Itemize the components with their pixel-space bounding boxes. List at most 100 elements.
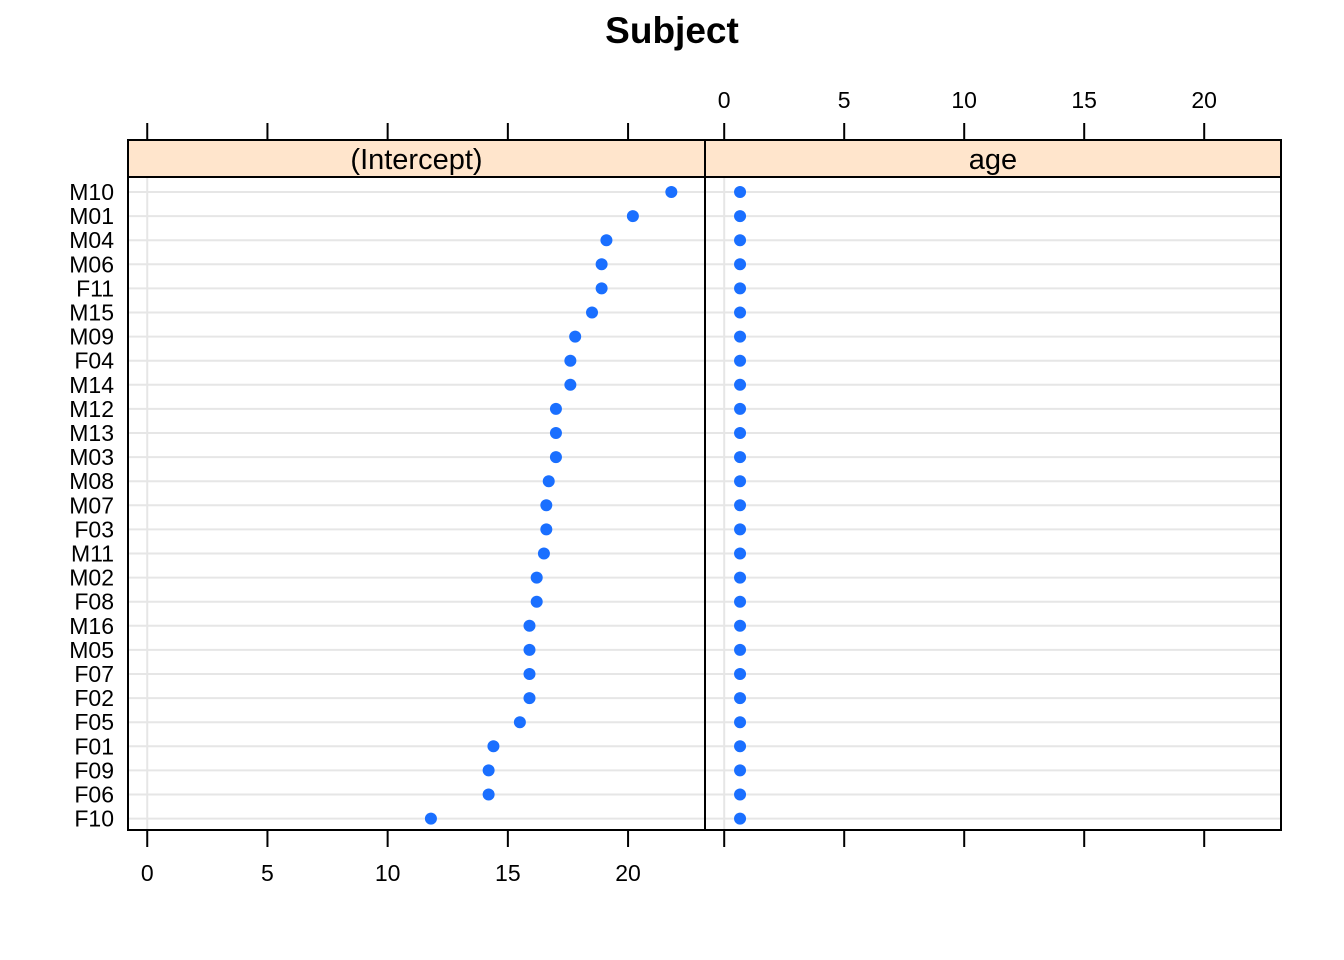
data-point-0: [564, 378, 577, 391]
data-point-1: [734, 788, 747, 801]
data-point-0: [600, 234, 613, 247]
data-point-0: [487, 740, 500, 753]
y-tick-label: M02: [69, 565, 114, 591]
data-point-1: [734, 427, 747, 439]
y-tick-label: F11: [76, 275, 114, 301]
data-point-0: [586, 306, 599, 319]
y-tick-label: F03: [74, 516, 114, 542]
y-tick-label: M07: [69, 492, 114, 518]
data-point-1: [734, 547, 747, 560]
data-point-0: [540, 499, 553, 512]
data-point-1: [734, 668, 747, 680]
y-tick-label: F02: [74, 685, 114, 711]
data-point-1: [734, 595, 747, 608]
x-tick-label: 15: [1071, 87, 1097, 113]
x-tick-label: 15: [495, 860, 521, 886]
data-point-1: [734, 716, 747, 729]
y-tick-label: F09: [74, 757, 114, 783]
data-point-0: [523, 692, 536, 705]
data-point-1: [734, 499, 747, 512]
y-tick-label: M15: [69, 300, 114, 326]
y-tick-label: F01: [74, 733, 114, 759]
data-point-1: [734, 402, 747, 415]
y-tick-label: M06: [69, 251, 114, 277]
chart-title: Subject: [605, 10, 739, 51]
y-tick-label: F08: [74, 589, 114, 615]
x-tick-label: 10: [375, 860, 401, 886]
data-point-0: [595, 258, 608, 271]
data-point-1: [734, 234, 747, 247]
data-point-0: [542, 475, 555, 488]
x-tick-label: 0: [141, 860, 154, 886]
data-point-1: [734, 282, 747, 295]
x-tick-label: 5: [261, 860, 274, 886]
x-tick-label: 20: [615, 860, 641, 886]
data-point-1: [734, 643, 747, 656]
y-tick-label: M04: [69, 227, 114, 253]
data-point-0: [665, 186, 678, 198]
x-tick-label: 0: [718, 87, 731, 113]
y-tick-label: M08: [69, 468, 114, 494]
y-tick-label: M01: [69, 203, 114, 229]
data-point-0: [530, 571, 543, 584]
data-point-0: [530, 595, 543, 608]
y-tick-label: F04: [74, 348, 114, 374]
data-point-1: [734, 378, 747, 391]
data-point-0: [523, 668, 536, 680]
data-point-1: [734, 740, 747, 753]
data-point-0: [569, 330, 582, 343]
y-tick-label: M09: [69, 324, 114, 350]
data-point-1: [734, 330, 747, 343]
data-point-0: [595, 282, 608, 295]
panel-frame-0: [127, 139, 706, 831]
data-point-0: [523, 619, 536, 632]
y-tick-label: M10: [69, 179, 114, 205]
y-tick-label: F10: [74, 806, 114, 832]
data-point-1: [734, 619, 747, 632]
data-point-1: [734, 306, 747, 319]
y-tick-label: M16: [69, 613, 114, 639]
data-point-0: [549, 451, 562, 464]
y-tick-label: M13: [69, 420, 114, 446]
y-tick-label: F05: [74, 709, 114, 735]
data-point-1: [734, 258, 747, 271]
y-tick-label: F06: [74, 782, 114, 808]
data-point-1: [734, 571, 747, 584]
y-tick-label: M14: [69, 372, 114, 398]
data-point-0: [564, 354, 577, 367]
data-point-1: [734, 812, 747, 825]
data-point-1: [734, 523, 747, 536]
data-point-1: [734, 475, 747, 488]
data-point-0: [424, 812, 437, 825]
y-tick-label: M05: [69, 637, 114, 663]
data-point-1: [734, 186, 747, 198]
data-point-0: [482, 764, 495, 777]
strip-label-1: age: [969, 144, 1017, 176]
strip-0: [128, 140, 705, 177]
strip-label-0: (Intercept): [350, 144, 482, 176]
data-point-0: [513, 716, 526, 729]
data-point-1: [734, 354, 747, 367]
y-tick-label: M11: [71, 541, 114, 567]
y-tick-label: F07: [74, 661, 114, 687]
x-tick-label: 20: [1191, 87, 1217, 113]
panel-frame-1: [704, 139, 1282, 831]
data-point-0: [482, 788, 495, 801]
y-tick-label: M03: [69, 444, 114, 470]
data-point-0: [549, 427, 562, 439]
data-point-0: [537, 547, 550, 560]
data-point-0: [549, 402, 562, 415]
data-point-1: [734, 764, 747, 777]
data-point-1: [734, 451, 747, 464]
data-point-1: [734, 692, 747, 705]
data-point-0: [540, 523, 553, 536]
data-point-0: [626, 210, 639, 223]
data-point-1: [734, 210, 747, 223]
data-point-0: [523, 643, 536, 656]
y-tick-label: M12: [69, 396, 114, 422]
strip-1: [705, 140, 1281, 177]
x-tick-label: 5: [838, 87, 851, 113]
x-tick-label: 10: [951, 87, 977, 113]
